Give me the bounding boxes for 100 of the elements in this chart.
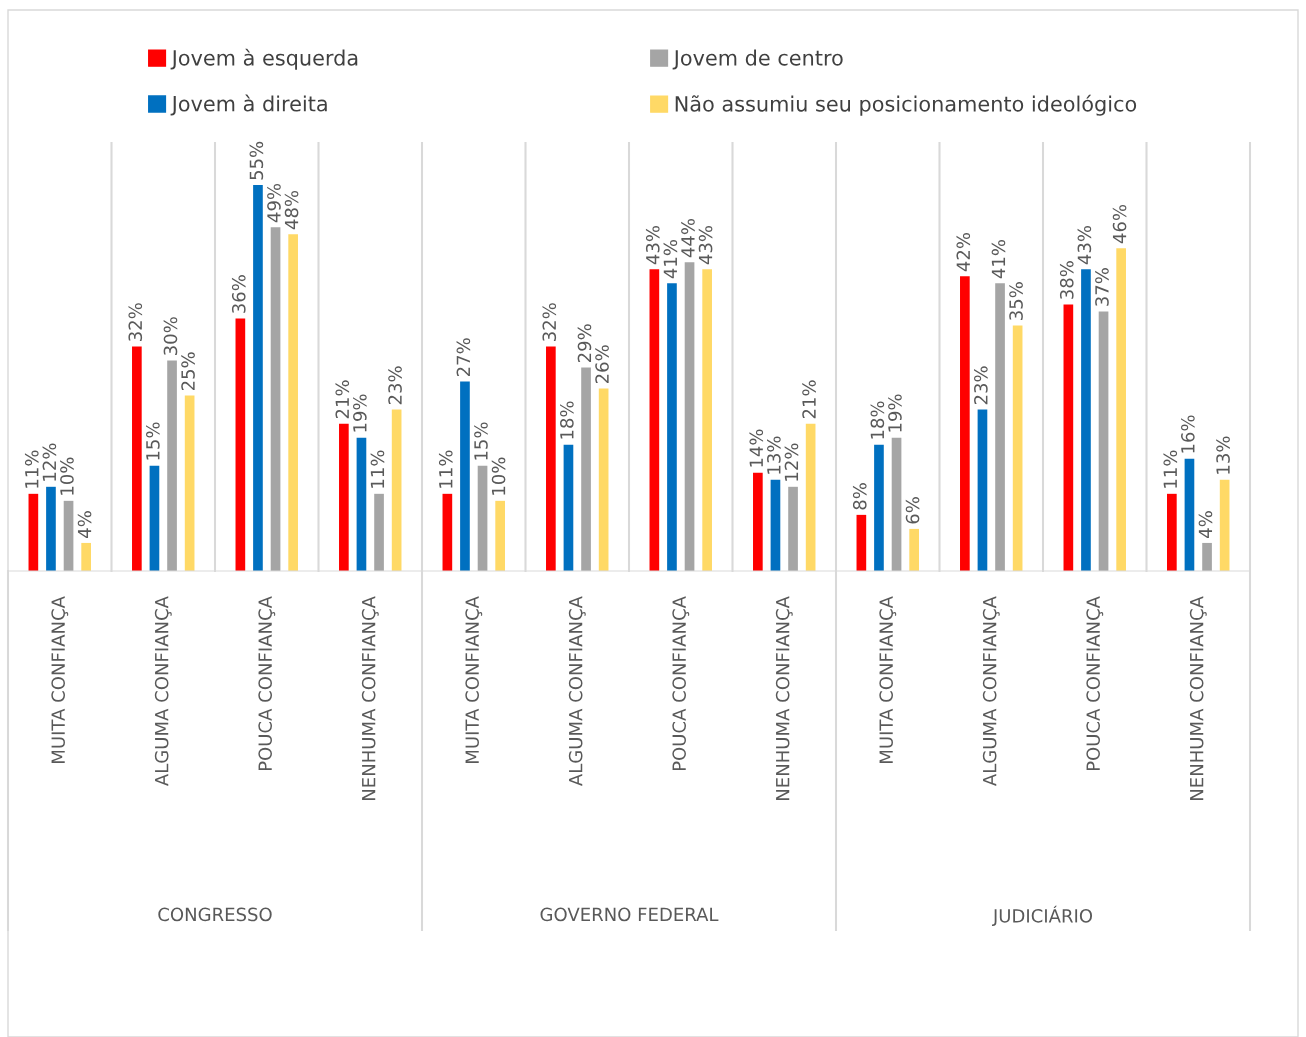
data-label: 37%	[1095, 268, 1109, 306]
bar	[977, 409, 988, 571]
bar	[442, 493, 453, 571]
data-label: 43%	[1077, 225, 1092, 265]
data-label: 19%	[353, 394, 367, 432]
data-label: 13%	[1216, 436, 1230, 474]
bar	[356, 437, 367, 571]
bar	[667, 283, 677, 571]
bar	[1116, 248, 1126, 571]
x-tick-label: MUITA CONFIANÇA	[879, 596, 897, 763]
data-label: 23%	[388, 366, 402, 405]
x-tick-label: NENHUMA CONFIANÇA	[775, 596, 793, 800]
data-label: 21%	[335, 380, 350, 419]
data-label: 18%	[870, 401, 885, 439]
x-tick-label: MUITA CONFIANÇA	[465, 596, 483, 763]
data-label: 42%	[956, 233, 971, 272]
data-label: 30%	[163, 317, 178, 355]
data-label: 32%	[542, 303, 557, 341]
bar	[546, 346, 556, 571]
bar	[495, 500, 505, 571]
bar	[288, 234, 298, 571]
bar	[460, 381, 470, 571]
bar	[184, 395, 195, 571]
bar	[649, 269, 660, 571]
data-label: 15%	[474, 422, 488, 460]
data-label: 6%	[905, 497, 920, 524]
bar	[563, 444, 574, 571]
x-tick-label: POUCA CONFIANÇA	[1086, 596, 1104, 771]
bar	[1063, 304, 1074, 571]
bar	[374, 493, 384, 571]
bar	[46, 486, 56, 571]
bar	[598, 388, 609, 571]
data-label: 43%	[698, 225, 713, 265]
bar	[391, 409, 402, 571]
data-label: 14%	[749, 429, 764, 467]
data-label: 8%	[852, 483, 867, 510]
data-label: 12%	[784, 443, 799, 481]
bar	[1184, 458, 1195, 571]
x-tick-label: ALGUMA CONFIANÇA	[568, 596, 586, 786]
bar	[1219, 479, 1230, 571]
data-label: 10%	[60, 457, 74, 495]
bar	[1081, 269, 1091, 571]
bar	[909, 528, 919, 571]
bar	[1012, 325, 1023, 571]
bar	[684, 262, 695, 571]
data-label: 10%	[491, 457, 506, 495]
data-label: 46%	[1112, 204, 1127, 244]
data-label: 29%	[577, 324, 592, 363]
bar	[235, 318, 246, 571]
data-label: 4%	[1198, 511, 1213, 538]
data-label: 44%	[681, 218, 695, 258]
data-label: 16%	[1181, 415, 1195, 453]
bar	[81, 542, 91, 571]
data-label: 15%	[146, 422, 160, 460]
bar	[891, 437, 902, 571]
bar	[770, 479, 781, 571]
data-label: 11%	[438, 450, 453, 488]
data-label: 41%	[663, 240, 678, 279]
data-label: 23%	[974, 366, 988, 405]
bar	[270, 227, 281, 571]
data-label: 11%	[1163, 450, 1178, 488]
data-label: 26%	[595, 345, 609, 384]
data-label: 27%	[456, 338, 471, 377]
bar	[339, 423, 349, 571]
x-tick-label: NENHUMA CONFIANÇA	[1189, 596, 1207, 800]
x-tick-label: ALGUMA CONFIANÇA	[982, 596, 1000, 786]
bar	[28, 493, 39, 571]
text: GOVERNO FEDERAL	[540, 907, 719, 922]
x-tick-label: POUCA CONFIANÇA	[258, 596, 276, 771]
bar	[1098, 311, 1109, 571]
data-label: 19%	[888, 394, 902, 432]
x-tick-label: NENHUMA CONFIANÇA	[361, 596, 379, 800]
data-label: 12%	[42, 443, 57, 481]
data-label: 43%	[645, 225, 660, 265]
x-tick-label: POUCA CONFIANÇA	[672, 596, 690, 771]
bar	[581, 367, 591, 571]
text: CONGRESSO	[158, 907, 272, 922]
bar	[1202, 542, 1212, 571]
data-label: 32%	[128, 303, 143, 341]
bar	[253, 185, 263, 571]
bar	[477, 465, 488, 571]
bar	[995, 283, 1005, 571]
data-label: 36%	[231, 275, 246, 313]
data-label: 25%	[181, 352, 195, 391]
bar	[960, 276, 970, 571]
data-label: 35%	[1009, 282, 1023, 320]
bar	[753, 472, 763, 571]
legend-label: Jovem de centro	[672, 49, 843, 70]
data-label: 49%	[267, 183, 281, 223]
data-label: 21%	[802, 380, 816, 419]
data-label: 4%	[77, 511, 92, 538]
data-label: 11%	[24, 450, 39, 488]
data-label: 18%	[560, 401, 574, 439]
bar	[1167, 493, 1177, 571]
bar	[63, 500, 74, 571]
data-label: 41%	[991, 240, 1006, 279]
legend-label: Jovem à esquerda	[170, 48, 358, 70]
bar	[856, 514, 867, 571]
legend-label: Não assumiu seu posicionamento ideológico	[675, 94, 1137, 116]
data-label: 13%	[767, 436, 781, 474]
